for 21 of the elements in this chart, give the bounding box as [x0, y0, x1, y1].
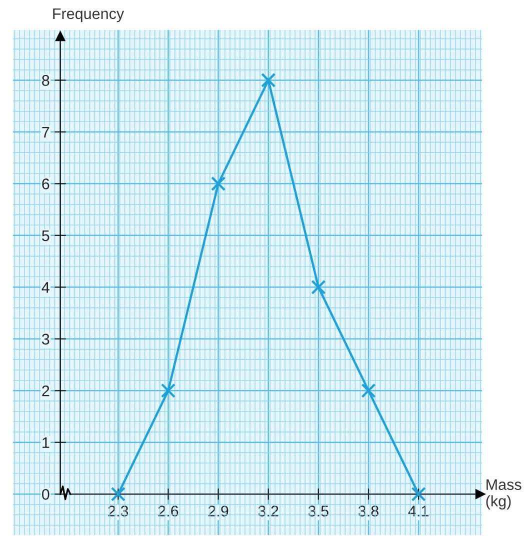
- point: [110, 486, 126, 502]
- point: [160, 383, 176, 398]
- point: [311, 280, 326, 295]
- y-tick-label: 4: [42, 282, 50, 293]
- y-tick-label: 0: [42, 488, 50, 500]
- x-tick-label: 2.6: [158, 506, 178, 516]
- x-tick-label: 3.2: [258, 506, 278, 516]
- y-tick-label: 6: [42, 178, 50, 190]
- point: [361, 383, 376, 398]
- point: [411, 486, 426, 502]
- y-tick-label: 3: [42, 334, 50, 345]
- x-axis-title: Mass (kg): [486, 479, 522, 510]
- point: [261, 72, 276, 88]
- y-tick-label: 7: [42, 126, 50, 138]
- y-tick-label: 2: [42, 386, 50, 396]
- y-axis-title: Frequency: [53, 8, 124, 22]
- y-tick-label: 5: [42, 230, 50, 242]
- y-tick-label: 8: [42, 75, 50, 86]
- x-tick-label: 2.9: [208, 506, 228, 516]
- y-tick-label: 1: [42, 437, 50, 448]
- point: [210, 176, 226, 192]
